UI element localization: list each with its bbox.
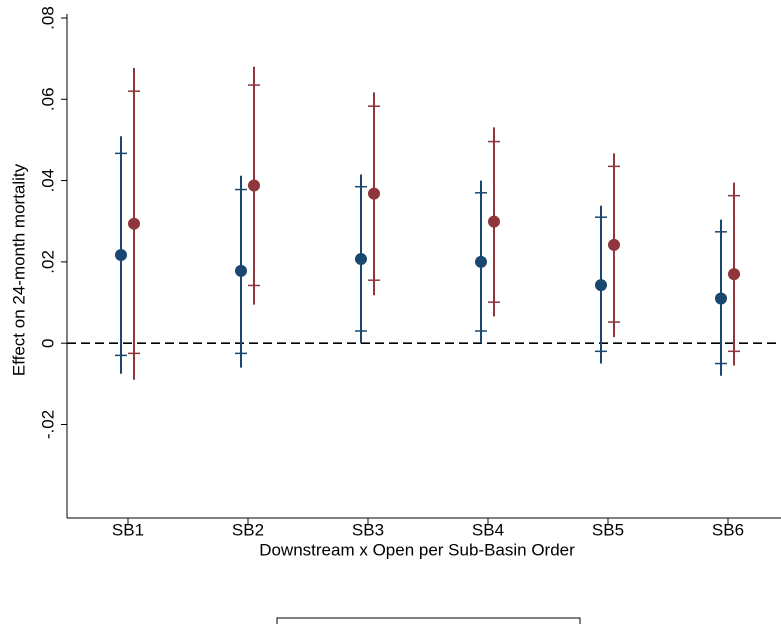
point (248, 179, 260, 192)
point (475, 255, 487, 268)
x-tick-label: SB4 (472, 520, 504, 539)
x-tick-label: SB6 (712, 520, 744, 539)
y-tick-label: .04 (38, 169, 57, 193)
x-tick-label: SB1 (112, 520, 144, 539)
point (715, 292, 727, 305)
point (235, 264, 247, 277)
point (595, 279, 607, 292)
y-tick-label: .06 (38, 87, 57, 111)
point (488, 215, 500, 228)
y-tick-label: .08 (38, 6, 57, 30)
point (355, 253, 367, 266)
point (728, 268, 740, 281)
y-tick-label: -.02 (38, 410, 57, 439)
x-tick-label: SB5 (592, 520, 624, 539)
y-axis-title: Effect on 24-month mortality (9, 163, 28, 376)
point (128, 217, 140, 230)
y-tick-label: .02 (38, 250, 57, 274)
x-axis-title: Downstream x Open per Sub-Basin Order (259, 540, 575, 559)
point (115, 248, 127, 261)
y-tick-label: 0 (38, 338, 57, 347)
point (368, 187, 380, 200)
legend-box (276, 617, 581, 624)
point (608, 238, 620, 251)
x-tick-label: SB2 (232, 520, 264, 539)
x-tick-label: SB3 (352, 520, 384, 539)
